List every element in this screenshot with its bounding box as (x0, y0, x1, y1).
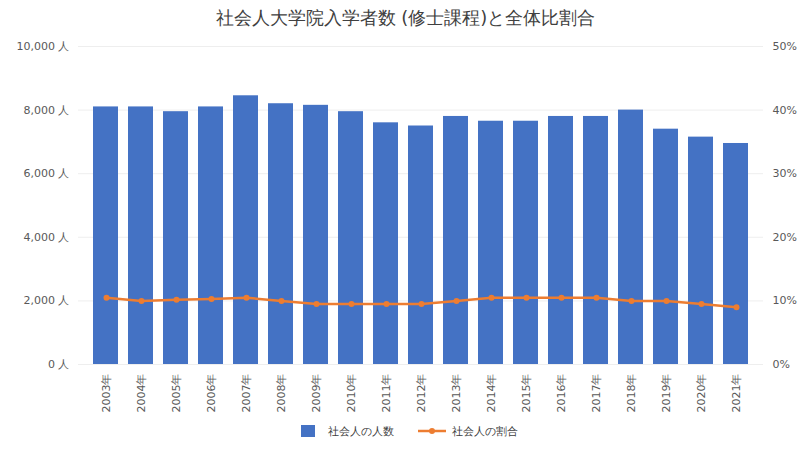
svg-text:10,000 人: 10,000 人 (17, 40, 70, 53)
html-text:社会人大学院入学者数 (修士課程)と全体比割合: 社会人大学院入学者数 (修士課程)と全体比割合 (215, 7, 596, 28)
html-text:社会人の割合: 社会人の割合 (451, 424, 518, 438)
svg-text:20%: 20% (773, 231, 797, 244)
svg-text:2007年: 2007年 (240, 374, 253, 413)
svg-text:8,000 人: 8,000 人 (24, 104, 70, 117)
svg-text:2011年: 2011年 (380, 374, 393, 413)
svg-text:2013年: 2013年 (450, 374, 463, 413)
svg-text:10%: 10% (773, 294, 797, 307)
svg-text:2003年: 2003年 (100, 374, 113, 413)
html-text:社会人の人数: 社会人の人数 (327, 424, 394, 438)
svg-text:2,000 人: 2,000 人 (24, 294, 70, 307)
svg-text:2005年: 2005年 (170, 374, 183, 413)
svg-text:2017年: 2017年 (590, 374, 603, 413)
svg-text:2009年: 2009年 (310, 374, 323, 413)
svg-text:2015年: 2015年 (520, 374, 533, 413)
svg-text:30%: 30% (773, 167, 797, 180)
svg-text:50%: 50% (773, 40, 797, 53)
svg-text:2019年: 2019年 (660, 374, 673, 413)
svg-text:40%: 40% (773, 104, 797, 117)
svg-text:2008年: 2008年 (275, 374, 288, 413)
svg-text:2010年: 2010年 (345, 374, 358, 413)
svg-text:2012年: 2012年 (415, 374, 428, 413)
svg-text:2018年: 2018年 (625, 374, 638, 413)
svg-text:2004年: 2004年 (135, 374, 148, 413)
svg-text:0%: 0% (773, 358, 790, 371)
svg-text:2014年: 2014年 (485, 374, 498, 413)
svg-text:2020年: 2020年 (695, 374, 708, 413)
svg-text:6,000 人: 6,000 人 (24, 167, 70, 180)
svg-text:2021年: 2021年 (730, 374, 743, 413)
svg-text:2016年: 2016年 (555, 374, 568, 413)
svg-text:0 人: 0 人 (48, 358, 70, 371)
svg-text:4,000 人: 4,000 人 (24, 231, 70, 244)
svg-text:2006年: 2006年 (205, 374, 218, 413)
